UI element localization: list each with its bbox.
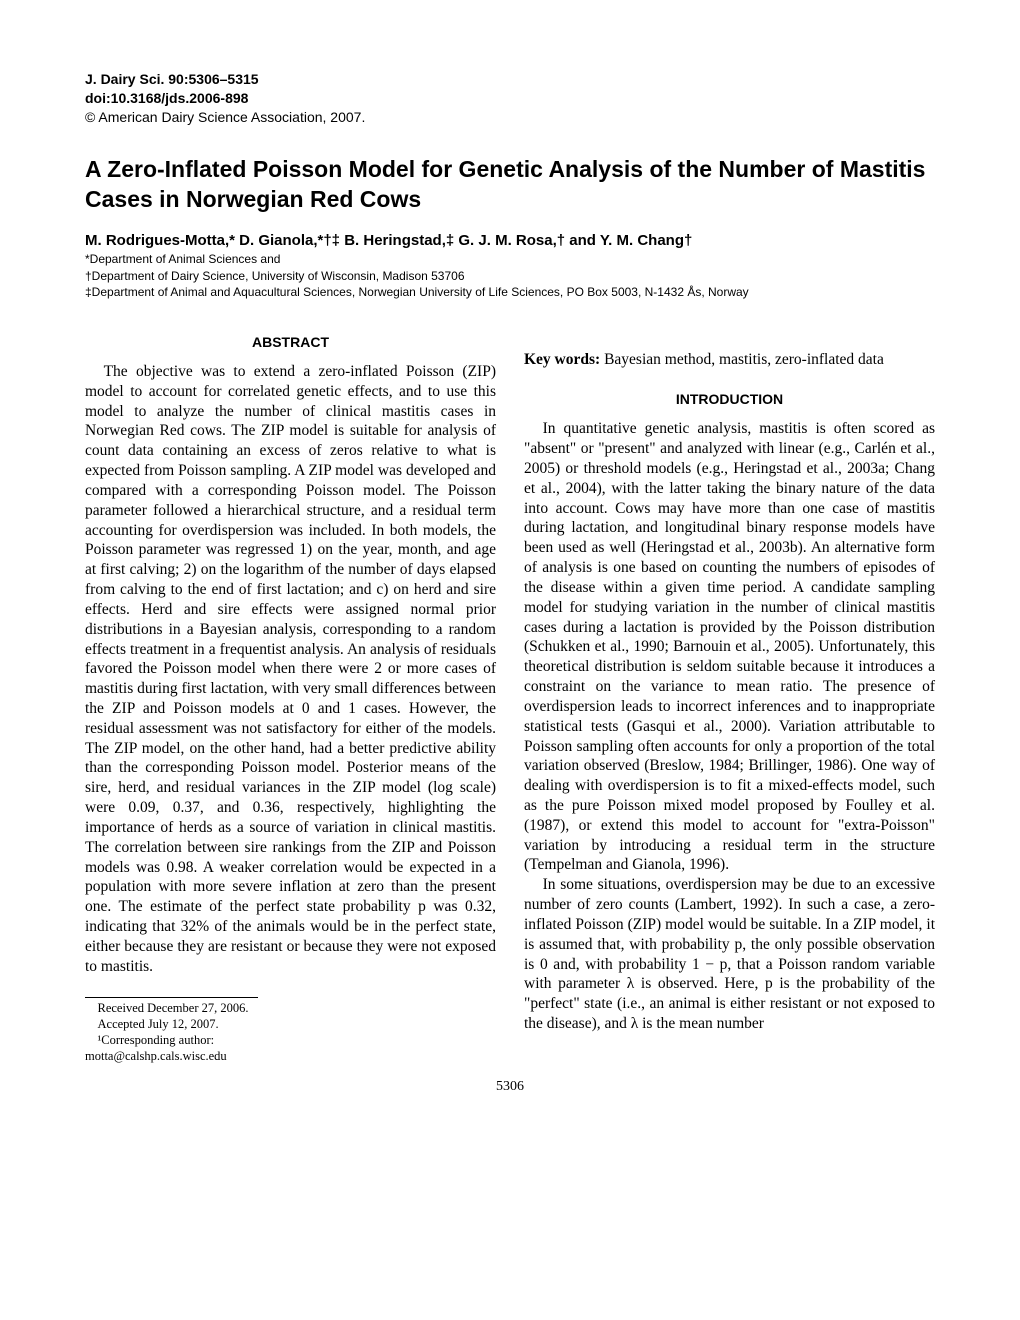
intro-paragraph-2: In some situations, overdispersion may b… — [524, 875, 935, 1034]
doi-line: doi:10.3168/jds.2006-898 — [85, 89, 935, 108]
text-columns: ABSTRACT The objective was to extend a z… — [85, 334, 935, 1065]
affiliation-1: *Department of Animal Sciences and — [85, 251, 935, 267]
affiliation-3: ‡Department of Animal and Aquacultural S… — [85, 284, 935, 300]
footnotes-block: Received December 27, 2006. Accepted Jul… — [85, 997, 258, 1065]
abstract-heading: ABSTRACT — [85, 334, 496, 352]
keywords-line: Key words: Bayesian method, mastitis, ze… — [524, 350, 935, 370]
abstract-body: The objective was to extend a zero-infla… — [85, 362, 496, 977]
keywords-text: Bayesian method, mastitis, zero-inflated… — [600, 351, 884, 368]
affiliation-2: †Department of Dairy Science, University… — [85, 268, 935, 284]
left-column: ABSTRACT The objective was to extend a z… — [85, 334, 496, 1065]
journal-line: J. Dairy Sci. 90:5306–5315 — [85, 70, 935, 89]
journal-meta: J. Dairy Sci. 90:5306–5315 doi:10.3168/j… — [85, 70, 935, 127]
footnote-received: Received December 27, 2006. — [85, 1000, 258, 1016]
intro-paragraph-1: In quantitative genetic analysis, mastit… — [524, 419, 935, 875]
footnote-accepted: Accepted July 12, 2007. — [85, 1016, 258, 1032]
keywords-label: Key words: — [524, 351, 600, 368]
right-column: Key words: Bayesian method, mastitis, ze… — [524, 334, 935, 1065]
page-container: J. Dairy Sci. 90:5306–5315 doi:10.3168/j… — [0, 0, 1020, 1135]
copyright-line: © American Dairy Science Association, 20… — [85, 108, 935, 127]
footnote-corresponding: ¹Corresponding author: motta@calshp.cals… — [85, 1032, 258, 1065]
authors-line: M. Rodrigues-Motta,* D. Gianola,*†‡ B. H… — [85, 232, 935, 249]
article-title: A Zero-Inflated Poisson Model for Geneti… — [85, 155, 935, 215]
affiliations-block: *Department of Animal Sciences and †Depa… — [85, 251, 935, 300]
page-number: 5306 — [85, 1079, 935, 1095]
introduction-heading: INTRODUCTION — [524, 391, 935, 409]
